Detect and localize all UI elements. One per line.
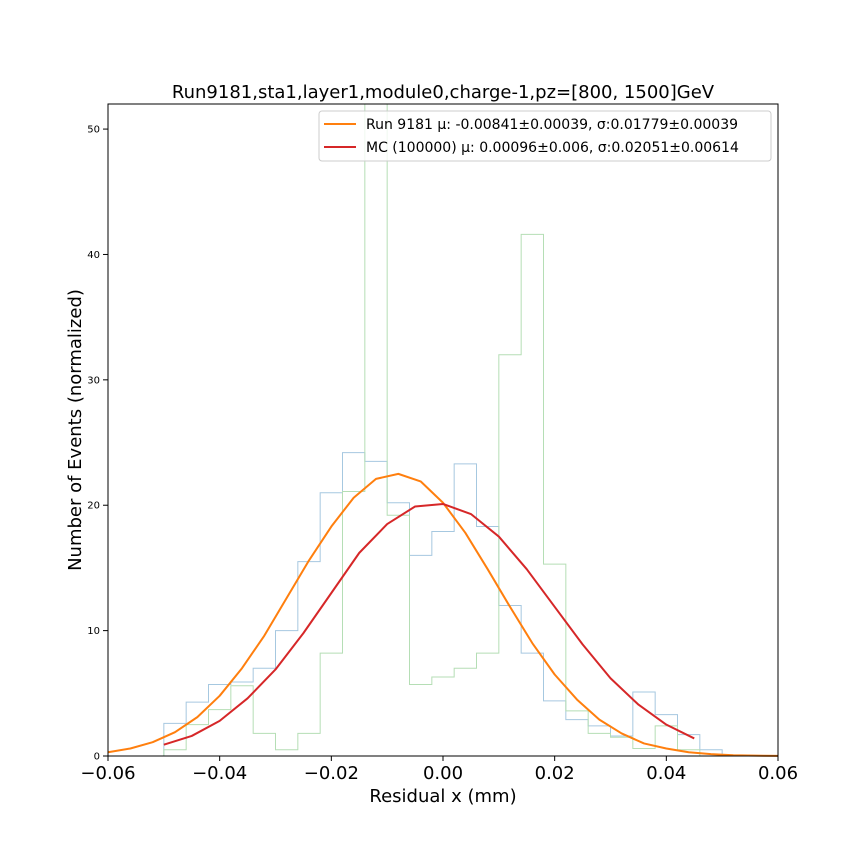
- y-tick-label: 30: [87, 375, 100, 386]
- y-tick-label: 40: [87, 250, 100, 261]
- x-tick-label: 0.00: [423, 763, 463, 784]
- legend-label-run: Run 9181 μ: -0.00841±0.00039, σ:0.01779±…: [366, 117, 738, 133]
- x-axis: −0.06 −0.04 −0.02 0.00 0.02 0.04 0.06: [80, 756, 798, 784]
- y-axis-title: Number of Events (normalized): [65, 289, 86, 571]
- histogram-1: [163, 452, 723, 756]
- y-tick-label: 20: [87, 501, 100, 512]
- histogram-2: [163, 103, 723, 757]
- legend-frame: [318, 110, 772, 162]
- legend: Run 9181 μ: -0.00841±0.00039, σ:0.01779±…: [318, 110, 772, 162]
- histogram-layer: [163, 103, 723, 757]
- y-axis: 0 10 20 30 40 50: [87, 125, 108, 763]
- x-tick-label: 0.04: [646, 763, 686, 784]
- x-axis-title: Residual x (mm): [369, 786, 516, 807]
- y-tick-label: 50: [87, 125, 100, 136]
- y-tick-label: 0: [94, 752, 100, 763]
- x-tick-label: 0.06: [758, 763, 798, 784]
- x-tick-label: −0.04: [192, 763, 247, 784]
- x-tick-label: −0.02: [304, 763, 359, 784]
- curve-layer: [107, 472, 779, 757]
- chart-title: Run9181,sta1,layer1,module0,charge-1,pz=…: [172, 82, 715, 103]
- x-tick-label: −0.06: [80, 763, 135, 784]
- y-tick-label: 10: [87, 626, 100, 637]
- fit-curve-mc: [163, 502, 695, 746]
- x-tick-label: 0.02: [535, 763, 575, 784]
- legend-label-mc: MC (100000) μ: 0.00096±0.006, σ:0.02051±…: [366, 140, 739, 156]
- fit-curve-run: [107, 472, 779, 757]
